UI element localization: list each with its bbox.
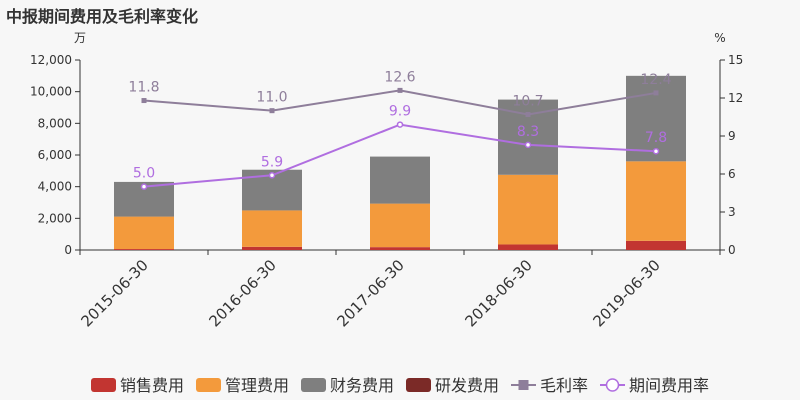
legend-swatch-marker	[605, 378, 620, 392]
legend-swatch	[301, 378, 326, 392]
left-axis-unit: 万	[74, 31, 86, 45]
line-data-label: 12.4	[640, 72, 671, 88]
legend-label: 研发费用	[435, 376, 499, 395]
right-axis-tick-label: 0	[728, 243, 736, 257]
legend-item[interactable]: 财务费用	[301, 376, 394, 395]
bar-segment	[114, 216, 174, 250]
line-data-label: 8.3	[517, 124, 539, 140]
legend-label: 毛利率	[540, 376, 588, 395]
line-point	[525, 111, 531, 117]
legend-label: 财务费用	[330, 376, 394, 395]
legend-label: 管理费用	[225, 376, 289, 395]
bar-segment	[370, 156, 430, 204]
line-data-label: 5.9	[261, 154, 283, 170]
right-axis-tick-label: 12	[728, 91, 743, 105]
line-point	[653, 90, 659, 96]
legend-label: 期间费用率	[629, 376, 709, 395]
right-axis-tick-label: 6	[728, 167, 736, 181]
left-axis-tick-label: 6,000	[38, 148, 72, 162]
legend-item[interactable]: 管理费用	[196, 376, 289, 395]
left-axis-tick-label: 2,000	[38, 211, 72, 225]
legend-item[interactable]: 毛利率	[511, 376, 588, 395]
right-axis-tick-label: 9	[728, 129, 736, 143]
bars	[114, 75, 686, 250]
line-data-label: 9.9	[389, 104, 411, 120]
bar-segment	[626, 75, 686, 162]
line-data-label: 12.6	[384, 69, 415, 85]
legend[interactable]: 销售费用 管理费用 财务费用 研发费用 毛利率 期间费用率	[91, 376, 709, 395]
line-point	[652, 147, 660, 155]
bar-segment	[242, 210, 302, 247]
bar-segment	[242, 246, 302, 250]
legend-swatch	[406, 378, 431, 392]
line-point	[269, 108, 275, 114]
line-point	[268, 172, 276, 179]
bar-segment	[626, 240, 686, 250]
line-point	[141, 98, 147, 104]
left-axis-tick-label: 10,000	[30, 85, 72, 99]
x-axis-tick-label: 2016-06-30	[205, 256, 279, 330]
x-axis-tick-label: 2017-06-30	[333, 256, 407, 330]
bar-segment	[370, 247, 430, 250]
legend-label: 销售费用	[120, 376, 184, 395]
line-data-label: 11.8	[128, 80, 159, 96]
right-axis-unit: %	[714, 31, 725, 45]
bar-segment	[626, 161, 686, 241]
legend-item[interactable]: 期间费用率	[600, 376, 709, 395]
legend-swatch-marker	[518, 380, 529, 390]
left-axis-tick-label: 0	[64, 243, 72, 257]
x-axis-tick-label: 2019-06-30	[589, 256, 663, 330]
lines: 11.8 11.0 12.6 10.7 12.4 5.0 5.9 9.9 8.3 7.8	[128, 69, 672, 190]
line-data-label: 10.7	[512, 93, 543, 109]
bar-segment	[114, 249, 174, 250]
legend-swatch	[91, 378, 116, 392]
bar-segment	[498, 174, 558, 245]
line-point	[140, 183, 148, 190]
line-data-label: 5.0	[133, 166, 155, 182]
line-point	[524, 141, 532, 149]
line-point	[397, 87, 403, 93]
legend-item[interactable]: 研发费用	[406, 376, 499, 395]
chart-title: 中报期间费用及毛利率变化	[6, 7, 199, 26]
x-axis-tick-label: 2018-06-30	[461, 256, 535, 330]
bar-segment	[370, 203, 430, 248]
left-axis-tick-label: 8,000	[38, 116, 72, 130]
bar-segment	[498, 244, 558, 250]
right-axis-tick-label: 3	[728, 205, 736, 219]
right-axis-tick-label: 15	[728, 53, 743, 67]
legend-item[interactable]: 销售费用	[91, 376, 184, 395]
left-axis-tick-label: 4,000	[38, 180, 72, 194]
legend-swatch	[196, 378, 221, 392]
line-data-label: 11.0	[256, 90, 287, 106]
line-point	[396, 121, 404, 128]
left-axis-tick-label: 12,000	[30, 53, 72, 67]
x-axis-tick-label: 2015-06-30	[77, 256, 151, 330]
line-data-label: 7.8	[645, 130, 667, 146]
